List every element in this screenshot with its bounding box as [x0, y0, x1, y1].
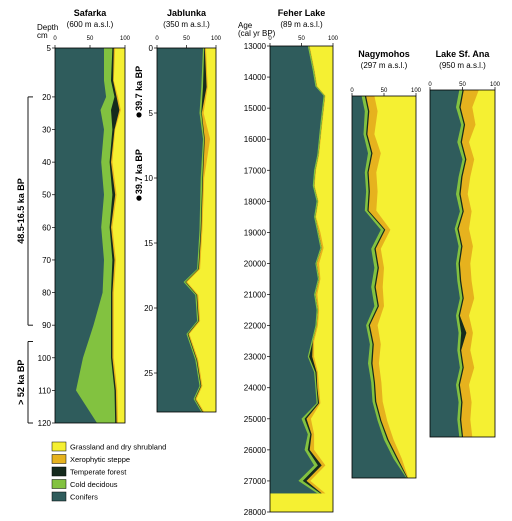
- y-tick-label: 90: [42, 321, 51, 330]
- y-tick-label: 10: [144, 174, 153, 183]
- conifers-area: [55, 48, 107, 423]
- y-tick-label: 100: [38, 354, 52, 363]
- x-tick-label: 0: [428, 82, 432, 88]
- y-tick-label: 24000: [244, 384, 267, 393]
- y-tick-label: 19000: [244, 228, 267, 237]
- y-axis-label: Age: [238, 21, 253, 30]
- x-tick-label: 50: [183, 36, 190, 42]
- y-tick-label: 60: [42, 223, 51, 232]
- panel-title: Feher Lake: [278, 8, 326, 18]
- y-tick-label: 20000: [244, 259, 267, 268]
- y-tick-label: 120: [38, 419, 52, 428]
- y-tick-label: 26000: [244, 446, 267, 455]
- panel-subtitle: (350 m a.s.l.): [163, 20, 210, 29]
- y-tick-label: 18000: [244, 197, 267, 206]
- legend: Grassland and dry shrubland Xerophytic st…: [51, 441, 166, 502]
- panel-title: Lake Sf. Ana: [436, 49, 491, 59]
- panel-4: Lake Sf. Ana (950 m a.s.l.) 0 50 100: [428, 49, 501, 438]
- panel-subtitle: (297 m a.s.l.): [361, 61, 408, 70]
- x-tick-label: 50: [459, 82, 466, 88]
- y-tick-label: 25000: [244, 415, 267, 424]
- legend-swatch: [51, 491, 67, 502]
- y-axis-label: Depth: [37, 23, 58, 32]
- y-axis-unit: cm: [37, 31, 48, 40]
- x-tick-label: 0: [350, 88, 354, 94]
- conifers-area: [157, 48, 203, 412]
- panel-3: Nagymohos (297 m a.s.l.) 0 50 100: [350, 49, 422, 479]
- legend-swatch: [51, 466, 67, 477]
- x-tick-label: 100: [490, 82, 501, 88]
- y-axis-unit: (cal yr BP): [238, 29, 276, 38]
- y-tick-label: 15: [144, 239, 153, 248]
- y-tick-label: 0: [149, 44, 154, 53]
- y-tick-label: 17000: [244, 166, 267, 175]
- y-tick-label: 28000: [244, 508, 267, 517]
- x-tick-label: 0: [268, 36, 272, 42]
- conifers-area: [270, 46, 324, 494]
- panel-subtitle: (600 m a.s.l.): [67, 20, 114, 29]
- y-tick-label: 23000: [244, 353, 267, 362]
- legend-label: Xerophytic steppe: [70, 455, 130, 464]
- y-tick-label: 27000: [244, 477, 267, 486]
- panel-title: Jablunka: [167, 8, 207, 18]
- x-tick-label: 50: [381, 88, 388, 94]
- legend-swatch: [51, 454, 67, 464]
- x-tick-label: 0: [53, 36, 57, 42]
- x-tick-label: 100: [211, 36, 222, 42]
- y-tick-label: 25: [144, 369, 153, 378]
- panel-0: Safarka (600 m a.s.l.) 0 50 100 5 20 30 40 50 60 70…: [16, 8, 131, 428]
- legend-swatch: [51, 479, 67, 489]
- y-tick-label: 13000: [244, 42, 267, 51]
- x-tick-label: 0: [155, 36, 159, 42]
- panel-1: Jablunka (350 m a.s.l.) 0 50 100 0 5 10 15 20 25 39…: [134, 8, 222, 413]
- panel-title: Nagymohos: [358, 49, 410, 59]
- date-marker-label: 39.7 ka BP: [134, 149, 144, 194]
- y-tick-label: 110: [38, 386, 51, 395]
- legend-label: Conifers: [70, 493, 98, 502]
- y-tick-label: 80: [42, 289, 51, 298]
- x-tick-label: 100: [328, 36, 339, 42]
- y-tick-label: 5: [47, 44, 52, 53]
- panel-2: Feher Lake (89 m a.s.l.) 0 50 100 13000 14000 1…: [238, 8, 339, 517]
- date-marker-label: 39.7 ka BP: [134, 66, 144, 111]
- y-tick-label: 14000: [244, 73, 267, 82]
- y-tick-label: 15000: [244, 104, 267, 113]
- conifers-area: [430, 90, 463, 437]
- y-tick-label: 30: [42, 126, 51, 135]
- x-tick-label: 100: [120, 36, 131, 42]
- legend-swatch: [51, 441, 67, 452]
- y-tick-label: 21000: [244, 291, 267, 300]
- y-tick-label: 5: [149, 109, 154, 118]
- y-tick-label: 70: [42, 256, 51, 265]
- x-tick-label: 100: [411, 88, 422, 94]
- panel-subtitle: (950 m a.s.l.): [439, 61, 486, 70]
- x-tick-label: 50: [298, 36, 305, 42]
- panel-title: Safarka: [74, 8, 108, 18]
- legend-label: Grassland and dry shrubland: [70, 443, 166, 452]
- y-tick-label: 20: [144, 304, 153, 313]
- legend-label: Cold decidous: [70, 480, 118, 489]
- conifers-area: [352, 96, 407, 478]
- y-tick-label: 22000: [244, 322, 267, 331]
- zone-label: > 52 ka BP: [16, 360, 26, 405]
- legend-label: Temperate forest: [70, 468, 127, 477]
- date-marker: [136, 112, 142, 118]
- x-tick-label: 50: [87, 36, 94, 42]
- y-tick-label: 50: [42, 191, 51, 200]
- y-tick-label: 16000: [244, 135, 267, 144]
- y-tick-label: 20: [42, 93, 51, 102]
- date-marker: [136, 195, 142, 201]
- zone-label: 48.5-16.5 ka BP: [16, 178, 26, 244]
- y-tick-label: 40: [42, 158, 51, 167]
- panel-subtitle: (89 m a.s.l.): [280, 20, 323, 29]
